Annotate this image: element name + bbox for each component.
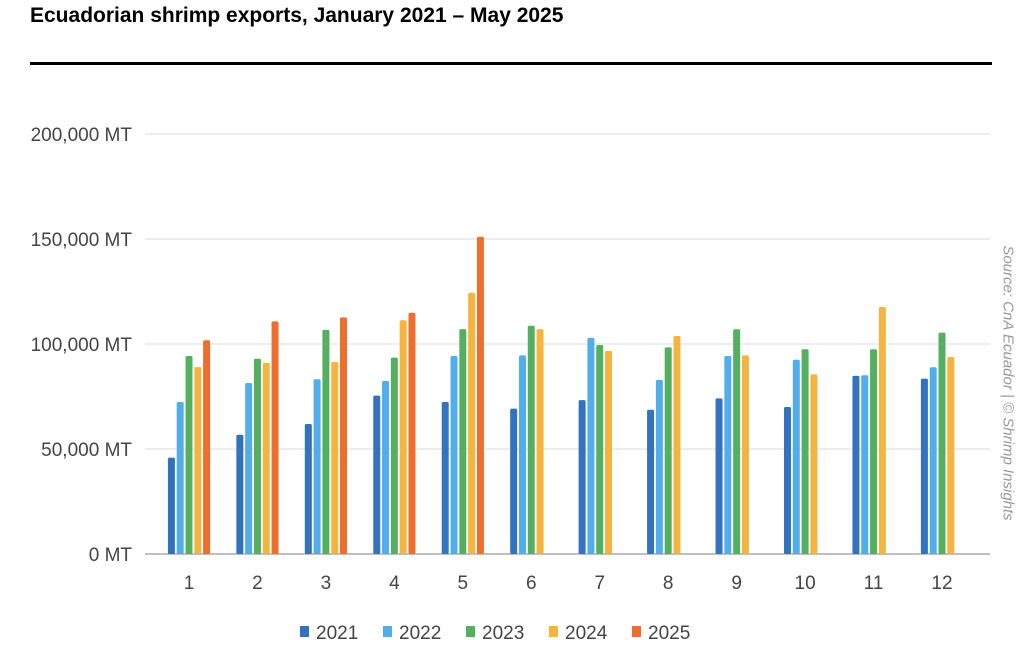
bar-2024-month-4 [399,320,407,554]
bar-2024-month-8 [673,336,681,554]
x-tick-label: 11 [864,573,884,594]
x-tick-label: 6 [526,573,537,594]
x-tick-label: 1 [184,573,195,594]
x-tick-label: 4 [389,573,400,594]
bar-2022-month-9 [724,355,732,554]
y-tick-label: 0 MT [89,545,133,566]
x-tick-label: 8 [663,573,674,594]
x-tick-label: 9 [731,573,742,594]
x-tick-label: 2 [252,573,263,594]
bar-2022-month-8 [655,379,663,554]
legend-label-2021: 2021 [316,623,358,644]
bar-2025-month-2 [271,321,279,554]
bar-2022-month-12 [929,367,937,554]
bar-2023-month-2 [253,358,261,554]
chart-title: Ecuadorian shrimp exports, January 2021 … [30,4,564,27]
bar-2021-month-1 [167,457,175,554]
bar-2021-month-2 [236,434,244,554]
y-tick-label: 150,000 MT [31,230,133,251]
bar-2024-month-1 [194,367,202,554]
x-tick-label: 3 [321,573,332,594]
bar-2022-month-2 [245,383,253,554]
bar-2024-month-7 [605,350,613,554]
bar-2021-month-11 [852,375,860,554]
bar-2024-month-12 [947,357,955,554]
y-tick-label: 100,000 MT [31,335,133,356]
bar-2023-month-8 [664,347,672,554]
bar-2021-month-7 [578,400,586,554]
legend-swatch-2024 [549,626,558,637]
bar-2025-month-5 [476,236,484,554]
bar-2021-month-3 [304,424,312,554]
legend-swatch-2022 [383,626,392,637]
legend-label-2023: 2023 [482,623,524,644]
y-tick-label: 50,000 MT [41,440,132,461]
x-tick-label: 5 [458,573,469,594]
bar-2021-month-4 [373,395,381,554]
bar-2022-month-3 [313,379,321,554]
bar-2021-month-5 [441,401,449,554]
bar-2024-month-5 [468,292,476,554]
bar-2025-month-3 [340,317,348,554]
bar-2023-month-10 [801,349,809,554]
y-tick-label: 200,000 MT [31,125,133,146]
bar-2024-month-11 [878,307,886,554]
x-tick-label: 12 [931,573,952,594]
bar-2023-month-1 [185,355,193,554]
bar-2024-month-6 [536,329,544,554]
bar-2023-month-12 [938,332,946,554]
x-tick-label: 7 [594,573,605,594]
legend-swatch-2021 [300,626,309,637]
bar-2021-month-8 [647,409,655,554]
legend-swatch-2025 [632,626,641,637]
x-tick-label: 10 [795,573,816,594]
bar-2022-month-1 [176,401,184,554]
bar-2021-month-9 [715,398,723,554]
bar-2021-month-10 [783,407,791,554]
bar-2024-month-10 [810,374,818,554]
legend-label-2024: 2024 [565,623,608,644]
bar-2022-month-7 [587,337,595,554]
bar-2022-month-4 [382,380,390,554]
bar-2024-month-3 [331,362,339,554]
bar-2021-month-6 [510,408,518,554]
bar-2023-month-3 [322,329,330,554]
bar-2022-month-6 [518,355,526,554]
source-note: Source: CnA Ecuador | © Shrimp Insights [999,245,1017,521]
bar-2023-month-11 [870,349,878,554]
bar-2025-month-1 [203,340,211,554]
bar-2023-month-5 [459,329,467,554]
title-divider [30,62,992,65]
bar-2023-month-6 [527,325,535,554]
bar-2023-month-9 [733,329,741,554]
bar-2022-month-11 [861,375,869,554]
bar-2023-month-7 [596,345,604,554]
bar-2023-month-4 [390,357,398,554]
legend-swatch-2023 [466,626,475,637]
legend-label-2025: 2025 [648,623,690,644]
bar-2021-month-12 [920,378,928,554]
legend-label-2022: 2022 [399,623,441,644]
bar-2022-month-5 [450,355,458,554]
bar-2025-month-4 [408,312,416,554]
bar-2024-month-2 [262,362,270,554]
bar-2024-month-9 [741,355,749,554]
bar-2022-month-10 [792,359,800,554]
